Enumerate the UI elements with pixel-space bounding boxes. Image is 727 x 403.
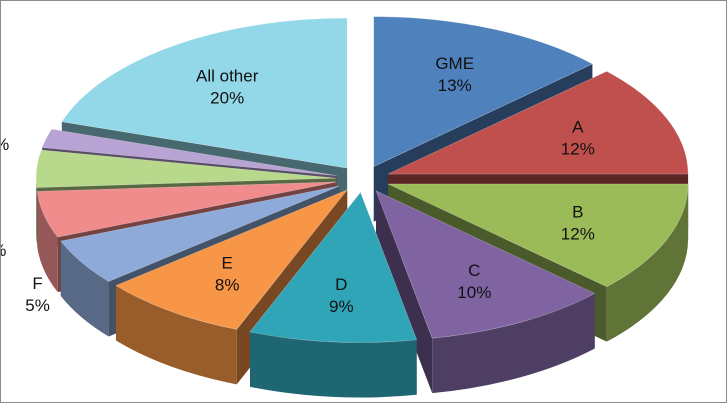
slice-percent-label: 5% (25, 296, 50, 315)
slice-outer-wall (37, 191, 58, 293)
pie-labels: GME13%A12%B12%C10%D9%E8%F5%G5%H4%I2%All … (1, 54, 595, 316)
pie-tops (35, 16, 689, 343)
slice-name-label: B (572, 203, 583, 222)
pie-slice-e (115, 189, 349, 330)
slice-outer-wall (36, 178, 37, 243)
slice-percent-label: 8% (215, 275, 240, 294)
slice-percent-label: 12% (561, 225, 595, 244)
pie-slice-i (41, 128, 337, 176)
slice-name-label: C (468, 261, 480, 280)
pie-slice-b (387, 183, 689, 287)
slice-name-label: E (222, 253, 233, 272)
slice-outer-wall (432, 293, 595, 394)
pie-slice-all-other (61, 17, 348, 169)
pie-slice-c (375, 190, 596, 339)
slice-outer-wall (60, 241, 109, 337)
slice-percent-label: 10% (457, 283, 491, 302)
pie-slice-gme (373, 16, 594, 168)
pie-slice-h (35, 149, 337, 188)
slice-name-label: A (572, 118, 584, 137)
pie-slice-g (36, 181, 337, 238)
slice-percent-label: 12% (561, 140, 595, 159)
pie-slice-a (387, 71, 689, 175)
slice-outer-wall (115, 285, 237, 385)
pie-slice-f (60, 185, 340, 282)
slice-percent-label: 9% (329, 297, 354, 316)
pie-slice-d (249, 191, 418, 343)
slice-name-label: F (32, 274, 42, 293)
slice-name-label: All other (196, 67, 259, 86)
slice-percent-label: 2% (1, 135, 9, 154)
slice-percent-label: 5% (1, 241, 6, 260)
slice-percent-label: 13% (438, 76, 472, 95)
slice-outer-wall (606, 183, 689, 342)
slice-name-label: D (335, 275, 347, 294)
slice-outer-wall (250, 331, 417, 398)
slice-percent-label: 20% (210, 89, 244, 108)
slice-name-label: GME (435, 54, 474, 73)
slice-side-face (376, 190, 433, 394)
